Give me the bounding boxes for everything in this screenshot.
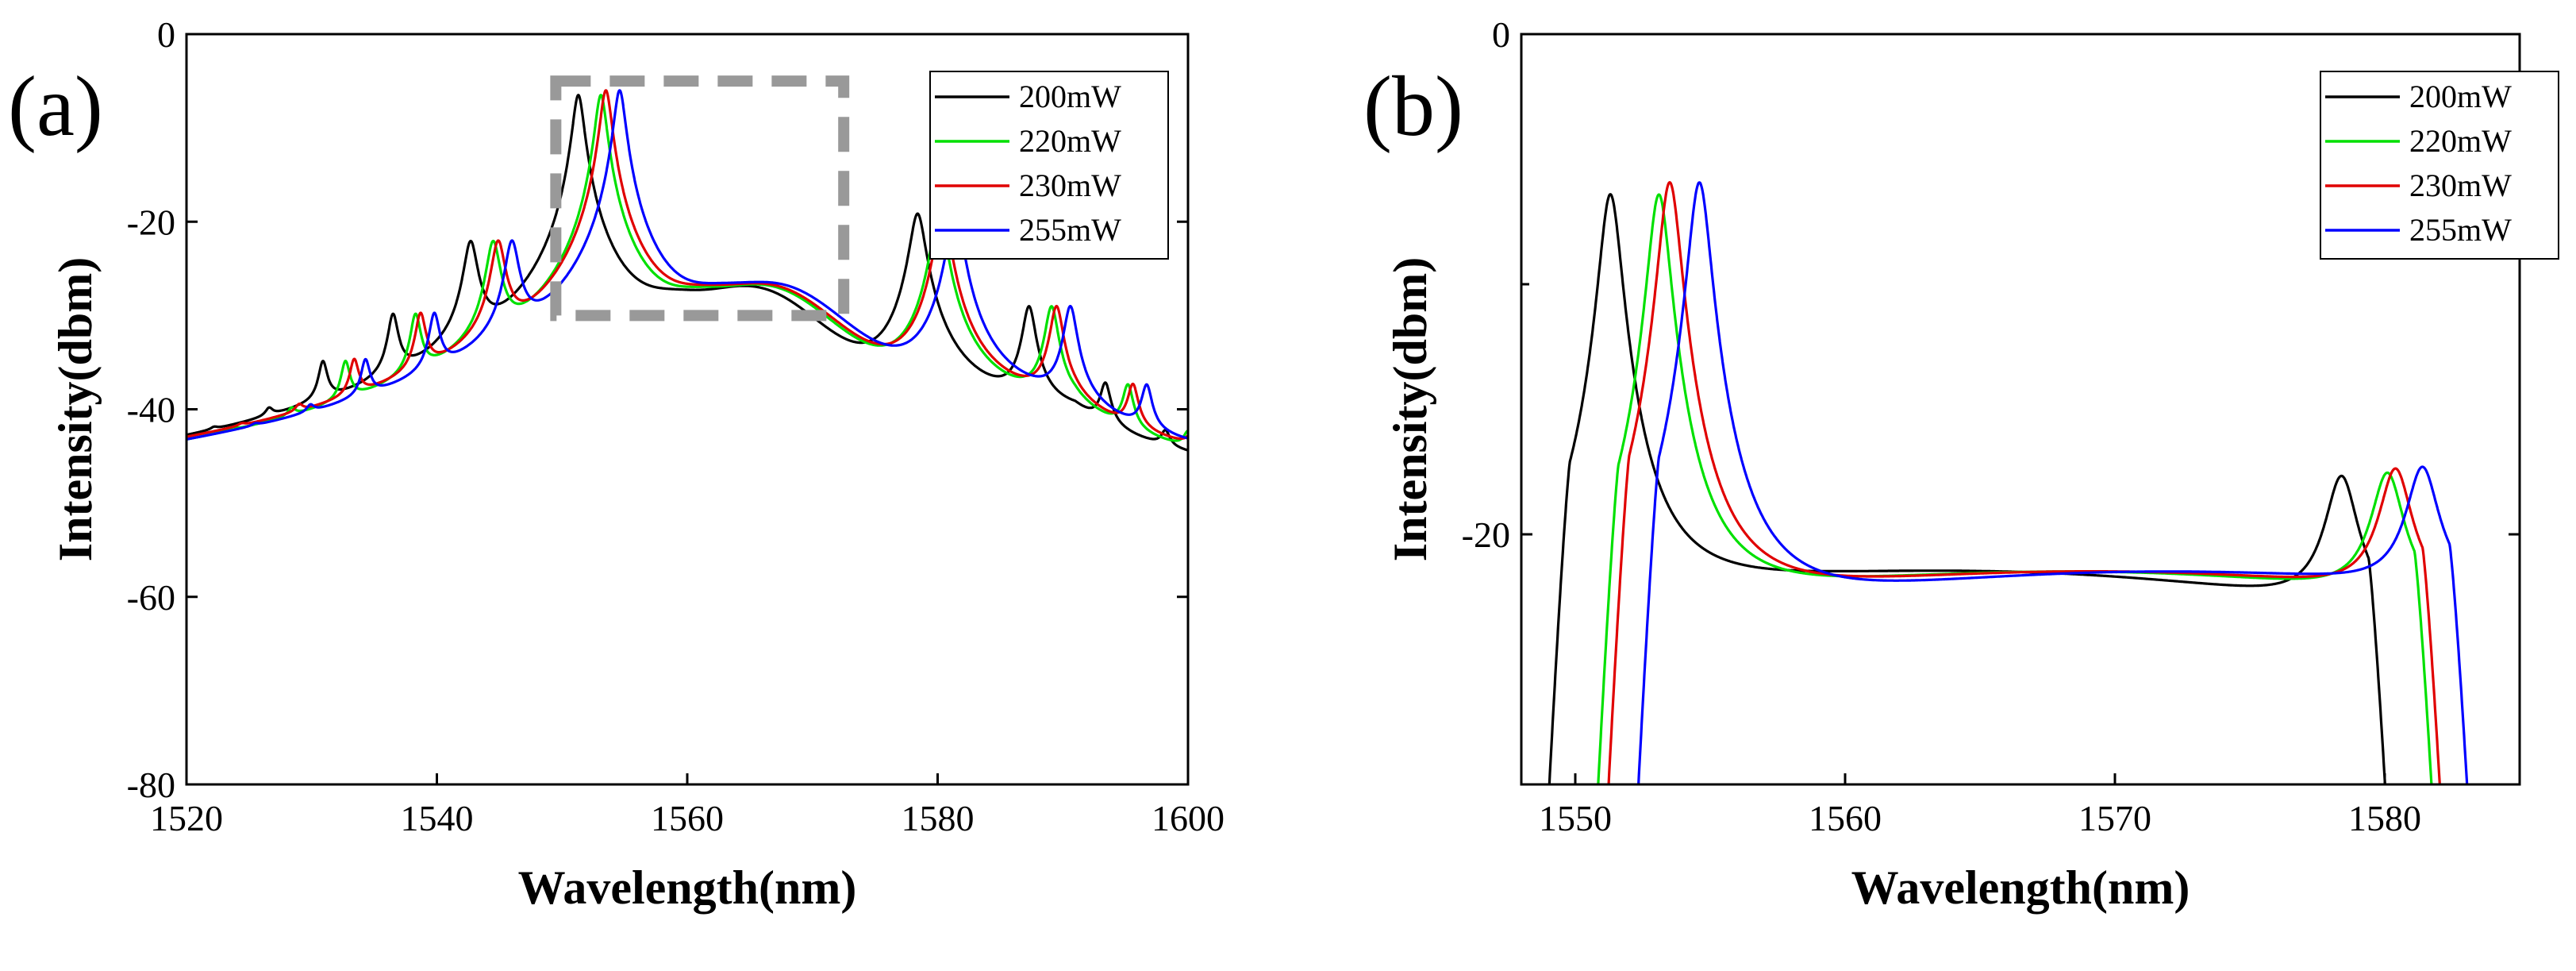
y-tick-label: -20 — [1462, 514, 1510, 555]
legend-label-220mW: 220mW — [2409, 123, 2512, 159]
series-line-220mW — [186, 94, 1188, 442]
x-tick-label: 1520 — [150, 798, 223, 838]
x-tick-label: 1570 — [2078, 798, 2151, 838]
y-tick-label: -20 — [127, 202, 175, 242]
plot-area — [1548, 181, 2469, 784]
series-line-230mW — [1607, 181, 2441, 784]
legend-box — [2320, 71, 2559, 260]
zoom-box — [550, 75, 850, 322]
x-tick-label: 1580 — [2348, 798, 2421, 838]
panel-label: (b) — [1363, 60, 1463, 154]
y-tick-label: -80 — [127, 765, 175, 805]
legend-label-200mW: 200mW — [2409, 79, 2512, 114]
legend-label-200mW: 200mW — [1019, 79, 1121, 114]
y-tick-label: -40 — [127, 390, 175, 430]
x-axis-title: Wavelength(nm) — [1851, 861, 2190, 914]
panel-a: 1520 1540 1560 1580 1600 0 -20 -40 -60 -80 Wavelen… — [8, 14, 1225, 914]
series-line-255mW — [186, 89, 1188, 441]
legend-label-220mW: 220mW — [1019, 123, 1121, 159]
x-axis-title: Wavelength(nm) — [518, 861, 857, 914]
x-tick-label: 1600 — [1152, 798, 1225, 838]
y-axis-title: Intensity(dbm) — [49, 257, 102, 561]
legend-label-230mW: 230mW — [2409, 168, 2512, 203]
x-tick-label: 1540 — [401, 798, 474, 838]
y-tick-label: 0 — [157, 14, 175, 55]
legend-label-255mW: 255mW — [1019, 212, 1121, 248]
panel-b: 1550 1560 1570 1580 0 -20 Wavelength(nm) Intens… — [1363, 14, 2559, 914]
legend-label-255mW: 255mW — [2409, 212, 2512, 248]
y-axis-title: Intensity(dbm) — [1384, 257, 1436, 561]
series-line-230mW — [186, 89, 1188, 440]
legend-label-230mW: 230mW — [1019, 168, 1121, 203]
series-line-255mW — [1637, 181, 2469, 784]
axis-frame — [1520, 33, 2521, 786]
x-tick-label: 1580 — [902, 798, 975, 838]
x-tick-label: 1560 — [1809, 798, 1882, 838]
panel-label: (a) — [8, 60, 103, 154]
plot-area — [186, 89, 1188, 452]
y-tick-label: -60 — [127, 577, 175, 618]
x-tick-label: 1550 — [1539, 798, 1612, 838]
legend-box — [929, 71, 1169, 260]
x-tick-label: 1560 — [651, 798, 724, 838]
y-tick-label: 0 — [1492, 14, 1510, 55]
